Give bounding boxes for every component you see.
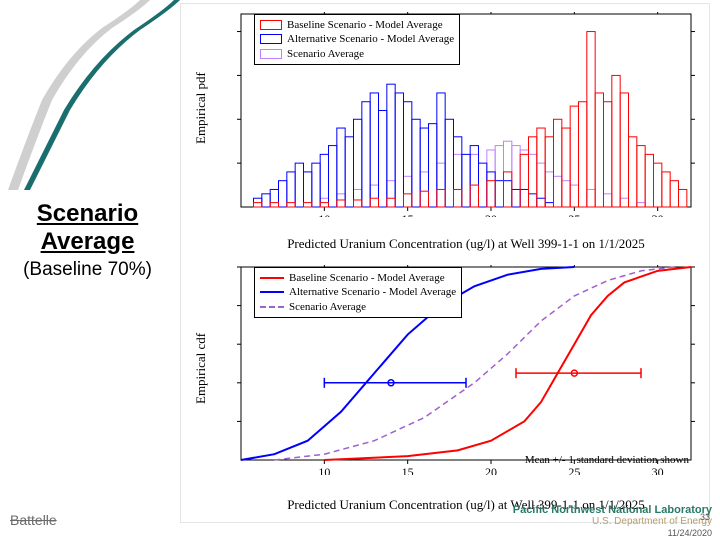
footer-brand: Battelle <box>10 512 57 528</box>
title-line2: Average <box>41 228 135 255</box>
cdf-legend-label: Scenario Average <box>289 300 366 314</box>
svg-text:30: 30 <box>652 465 664 475</box>
cdf-legend-item: Baseline Scenario - Model Average <box>260 271 456 285</box>
cdf-note: Mean +/- 1 standard deviation shown <box>525 454 689 466</box>
footer-date: 11/24/2020 <box>513 528 712 538</box>
cdf-legend: Baseline Scenario - Model Average Altern… <box>254 267 462 318</box>
pdf-legend-label: Baseline Scenario - Model Average <box>287 18 443 32</box>
footer-right: 33 Pacific Northwest National Laboratory… <box>513 504 712 538</box>
energy-line: U.S. Department of Energy <box>513 516 712 527</box>
pdf-legend-item: Alternative Scenario - Model Average <box>260 32 454 46</box>
corner-decoration <box>0 0 180 190</box>
cdf-legend-label: Baseline Scenario - Model Average <box>289 271 445 285</box>
pdf-legend-item: Baseline Scenario - Model Average <box>260 18 454 32</box>
cdf-legend-item: Scenario Average <box>260 300 456 314</box>
lab-name: Pacific Northwest National Laboratory <box>513 504 712 516</box>
svg-text:30: 30 <box>652 212 664 217</box>
pdf-legend: Baseline Scenario - Model Average Altern… <box>254 14 460 65</box>
svg-text:10: 10 <box>318 465 330 475</box>
title-block: Scenario Average (Baseline 70%) <box>0 200 175 281</box>
cdf-legend-item: Alternative Scenario - Model Average <box>260 285 456 299</box>
page-number: 33 <box>700 512 710 522</box>
pdf-legend-label: Scenario Average <box>287 47 364 61</box>
pdf-ylabel: Empirical pdf <box>193 72 209 144</box>
cdf-legend-label: Alternative Scenario - Model Average <box>289 285 456 299</box>
svg-text:25: 25 <box>568 212 580 217</box>
title-line1: Scenario <box>37 200 138 227</box>
pdf-legend-item: Scenario Average <box>260 47 454 61</box>
svg-text:25: 25 <box>568 465 580 475</box>
cdf-ylabel: Empirical cdf <box>193 333 209 404</box>
svg-text:20: 20 <box>485 465 497 475</box>
title-sub: (Baseline 70%) <box>0 259 175 281</box>
charts-area: 0.050.100.150.201015202530 Empirical pdf… <box>180 3 710 523</box>
svg-text:15: 15 <box>402 212 414 217</box>
pdf-xlabel: Predicted Uranium Concentration (ug/l) a… <box>236 236 696 252</box>
svg-text:10: 10 <box>318 212 330 217</box>
pdf-chart: 0.050.100.150.201015202530 Empirical pdf… <box>181 4 711 254</box>
svg-text:20: 20 <box>485 212 497 217</box>
pdf-legend-label: Alternative Scenario - Model Average <box>287 32 454 46</box>
cdf-chart: 0.20.40.60.81.01015202530 Empirical cdf … <box>181 259 711 519</box>
title-main: Scenario Average <box>0 200 175 255</box>
svg-text:15: 15 <box>402 465 414 475</box>
